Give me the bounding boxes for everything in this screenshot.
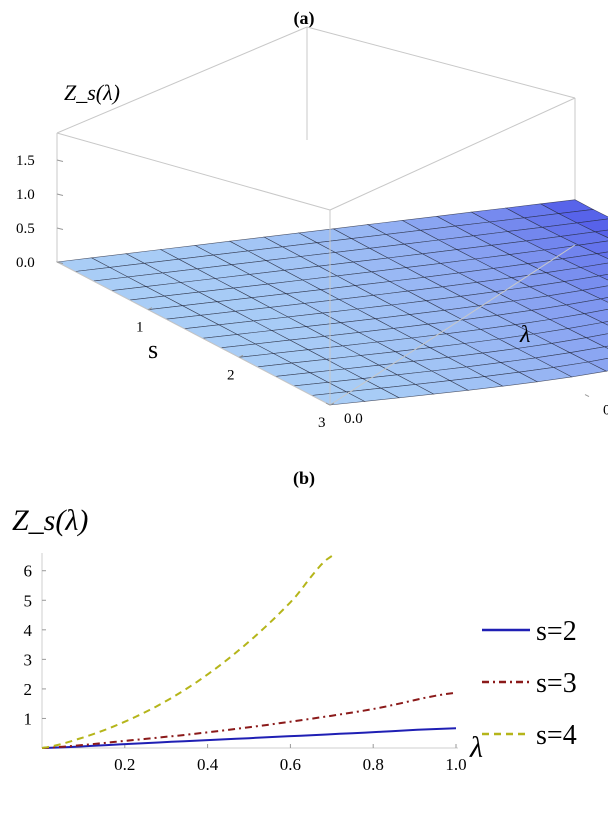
z-tick-label: 0.0: [16, 255, 35, 271]
x-tick-label: 0.4: [197, 755, 219, 774]
panel-b-label: (b): [293, 468, 315, 489]
lambda-tick-mark: [584, 394, 590, 397]
series-line-s=4: [41, 555, 333, 749]
z-tick-label: 0.5: [16, 221, 35, 237]
x-tick-label: 0.8: [363, 755, 384, 774]
series-line-s=3: [41, 691, 457, 749]
z-tick-mark: [56, 193, 64, 196]
surface-cell: [599, 297, 608, 303]
x-tick-label: 0.6: [280, 755, 301, 774]
y-tick-label: 2: [24, 680, 33, 699]
surface-cell: [595, 251, 608, 260]
s-tick-label: 1: [136, 320, 144, 336]
z-tick-mark: [56, 159, 64, 162]
lambda-tick-mark: [325, 402, 331, 406]
panel-b-series: [41, 555, 457, 749]
y-tick-label: 1: [24, 709, 33, 728]
z-tick-label: 1.5: [16, 153, 35, 169]
box-edge-top-back-left: [56, 26, 308, 134]
box-edge-bottom-front-right: [329, 244, 576, 406]
legend-entry: s=3: [536, 668, 577, 699]
s-tick-mark: [329, 402, 335, 406]
legend-entry: s=4: [536, 720, 577, 751]
panel-a-z-label: Z_s(λ): [64, 80, 120, 105]
y-tick-label: 6: [24, 562, 33, 581]
box-edge-top-front-right: [329, 97, 576, 211]
s-tick-label: 3: [318, 415, 326, 431]
lambda-tick-label: 0.5: [603, 403, 608, 419]
panel-b: (b) 0.2 0.4 0.6 0.8 1.0 1 2 3 4 5 6 s=2 s=3 s=4 Z_s(…: [12, 468, 577, 774]
z-tick-mark: [56, 261, 64, 264]
legend-entry: s=2: [536, 616, 577, 647]
legend: s=2 s=3 s=4: [482, 616, 577, 751]
x-tick-label: 0.2: [114, 755, 135, 774]
panel-b-y-label: Z_s(λ): [12, 504, 88, 537]
lambda-tick-label: 0.0: [344, 411, 363, 427]
s-tick-mark: [238, 354, 244, 358]
surface-mesh: [56, 199, 608, 406]
box-edge-top-back-right: [306, 26, 576, 99]
s-tick-mark: [147, 307, 153, 311]
y-tick-label: 5: [24, 591, 33, 610]
s-tick-label: 2: [227, 367, 235, 383]
y-tick-label: 3: [24, 650, 33, 669]
panel-a-label: (a): [294, 8, 315, 29]
z-tick-mark: [56, 227, 64, 230]
series-line-s=2: [41, 727, 457, 749]
box-front-edges: [56, 210, 576, 406]
panel-b-x-label: λ: [469, 731, 483, 764]
box-edge-top-front-left: [56, 132, 331, 211]
surface-cell: [597, 273, 608, 281]
panel-a-s-label: s: [148, 335, 158, 364]
box-back-edges: [56, 26, 576, 262]
panel-b-ticks: 0.2 0.4 0.6 0.8 1.0 1 2 3 4 5 6: [24, 562, 467, 774]
z-tick-label: 1.0: [16, 187, 35, 203]
x-tick-label: 1.0: [445, 755, 466, 774]
y-tick-label: 4: [24, 621, 33, 640]
box-edge-bottom-front-left: [56, 261, 331, 406]
panel-a-lambda-label: λ: [519, 322, 530, 348]
